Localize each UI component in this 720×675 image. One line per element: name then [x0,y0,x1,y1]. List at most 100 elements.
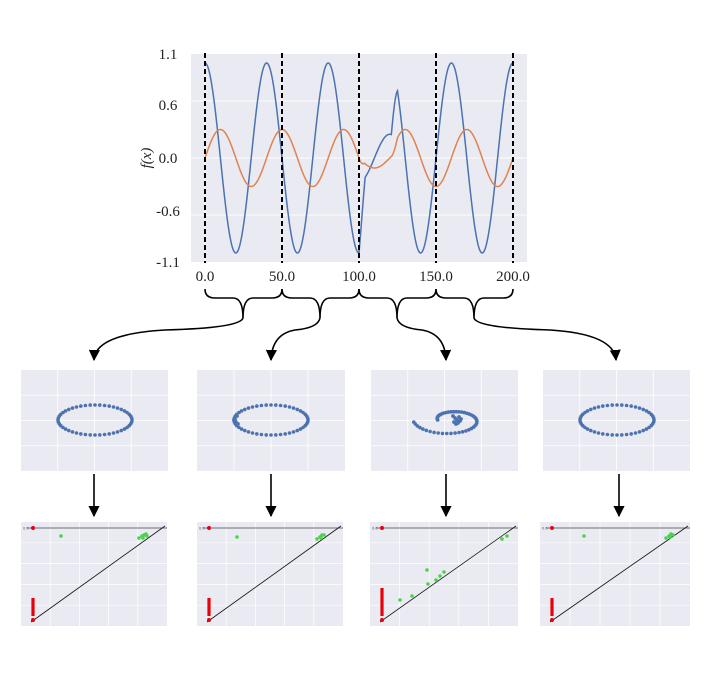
embedding-point [449,410,453,414]
diagram-point-h1 [315,537,319,541]
embedding-point [583,410,587,415]
time-series-chart: 1.1 0.6 0.0 -0.6 -1.1 f(x) 0.0 50.0 100.… [139,47,530,285]
embedding-point [605,432,610,437]
embedding-point [287,431,292,435]
diagram-point-h0 [31,618,35,622]
embedding-point [102,432,107,437]
embedding-point [250,405,255,409]
embedding-point [236,422,240,426]
embedding-point [63,409,68,413]
embedding-point [274,433,278,437]
diagram-tick-label: 0.0 [372,526,378,531]
diagram-point-h1 [398,598,402,602]
diagram-point-infinite [380,526,384,530]
embedding-point [641,407,645,412]
embedding-point [122,409,127,413]
embedding-point [585,409,590,413]
embedding-point [456,421,460,425]
embedding-point [644,427,649,431]
embedding-point [647,425,651,430]
embedding-point [129,416,134,420]
embedding-point [610,433,614,437]
embedding-point [605,403,610,408]
embedding-panel-3 [371,370,518,471]
x-tick-label: 100.0 [342,269,376,285]
diagram-point-h1 [59,534,63,538]
embedding-panel-1 [21,370,168,471]
embedding-point [269,433,273,437]
embedding-point [305,416,310,420]
embedding-point [633,431,638,435]
embedding-point [592,406,597,410]
diagram-point-h1 [500,537,504,541]
arrow-to-embedding-3 [396,317,452,362]
embedding-point [589,428,593,433]
embedding-point [615,403,619,407]
embedding-point [457,430,461,435]
embedding-point [457,410,461,414]
y-tick-label: 1.1 [159,47,178,63]
diagram-point-h0 [380,618,384,622]
embedding-point [291,406,296,410]
diagram-points-h0 [550,598,554,616]
persistence-diagram-4: 0.0 [540,522,690,626]
y-tick-label: 0.6 [159,98,178,114]
diagram-point-h1 [235,535,239,539]
persistence-diagrams: 0.0 0.0 0.0 0.0 [21,522,690,626]
embedding-point [63,427,68,431]
embedding-point [283,404,288,408]
embedding-point [449,431,453,436]
embedding-point [428,429,432,434]
diagonal-line [379,525,517,623]
y-axis-label: f(x) [139,148,155,169]
diagram-point-h1 [668,535,672,539]
diagram-point-infinite [550,526,554,530]
persistence-diagram-1: 0.0 [21,522,167,626]
arrow-to-embedding-1 [88,317,244,362]
diagram-tick-label: 0.0 [23,526,29,531]
y-tick-labels: 1.1 0.6 0.0 -0.6 -1.1 [156,47,180,271]
diagram-point-infinite [31,526,35,530]
embedding-point [254,432,259,436]
diagram-point-infinite [207,526,211,530]
embedding-point [239,409,244,413]
embedding-point [115,430,120,434]
embedding-point [243,428,247,433]
embedding-point [115,406,120,410]
embedding-point [61,410,65,415]
diagram-point-h1 [664,536,668,540]
x-tick-label: 200.0 [496,269,530,285]
diagram-point-h1 [582,534,586,538]
embedding-point [464,429,468,433]
diagonal-line [30,525,166,623]
diagram-points-h0 [31,598,35,616]
embedding-point [119,428,123,433]
arrow-to-embedding-2 [265,317,321,362]
embedding-point [432,430,436,435]
brace-window-4 [435,288,514,319]
embedding-point [250,431,255,435]
embedding-point [298,409,303,413]
embedding-point [295,428,300,433]
embedding-point [107,404,111,408]
embedding-point [460,430,465,434]
x-tick-label: 50.0 [269,269,295,285]
embedding-point [445,431,449,436]
embedding-point [637,430,642,434]
diagram-point-h1 [671,533,675,537]
arrows-to-embeddings [88,317,621,362]
arrow-to-embedding-4 [473,317,621,362]
embedding-point [274,403,278,407]
embedding-point [454,409,459,414]
embedding-point [589,407,593,412]
embedding-point [455,418,459,422]
diagram-point-h1 [322,533,326,537]
embedding-point [601,432,605,436]
diagonal-line [549,525,689,623]
diagram-point-h0 [207,618,211,622]
window-braces [204,288,514,319]
embedding-point [264,433,269,437]
diagram-bg [370,522,518,626]
embedding-point [102,403,107,408]
embedding-point [88,403,92,407]
